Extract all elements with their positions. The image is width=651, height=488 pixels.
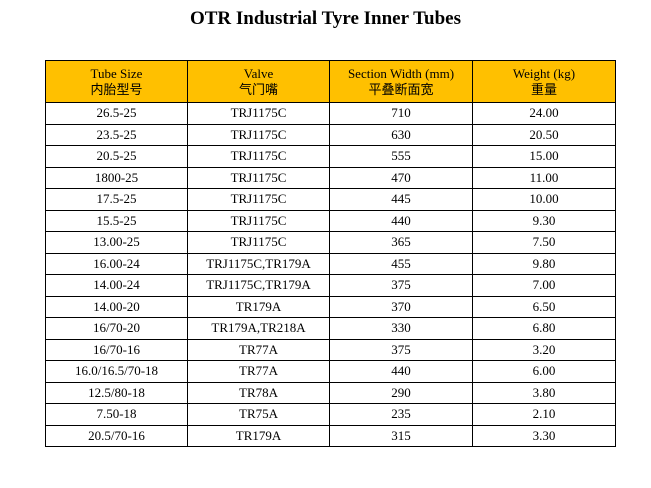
- cell-weight: 10.00: [472, 188, 616, 211]
- table-row: 14.00-24 TRJ1175C,TR179A 375 7.00: [45, 274, 616, 297]
- cell-tube-size: 16.00-24: [45, 252, 188, 275]
- cell-weight: 15.00: [472, 145, 616, 168]
- cell-section-width: 375: [329, 274, 473, 297]
- cell-tube-size: 16/70-20: [45, 317, 188, 340]
- cell-tube-size: 20.5/70-16: [45, 424, 188, 447]
- header-section-width: Section Width (mm) 平叠断面宽: [329, 60, 473, 103]
- cell-weight: 9.80: [472, 252, 616, 275]
- cell-section-width: 710: [329, 102, 473, 125]
- cell-section-width: 370: [329, 295, 473, 318]
- cell-valve: TR78A: [187, 381, 330, 404]
- cell-weight: 7.00: [472, 274, 616, 297]
- cell-weight: 3.80: [472, 381, 616, 404]
- table-row: 16/70-20 TR179A,TR218A 330 6.80: [45, 317, 616, 340]
- inner-tube-spec-table: Tube Size 内胎型号 Valve 气门嘴 Section Width (…: [45, 60, 616, 447]
- cell-section-width: 440: [329, 209, 473, 232]
- table-row: 20.5/70-16 TR179A 315 3.30: [45, 424, 616, 447]
- cell-section-width: 445: [329, 188, 473, 211]
- cell-tube-size: 16/70-16: [45, 338, 188, 361]
- cell-valve: TRJ1175C,TR179A: [187, 274, 330, 297]
- cell-section-width: 470: [329, 166, 473, 189]
- cell-weight: 24.00: [472, 102, 616, 125]
- table-row: 26.5-25 TRJ1175C 710 24.00: [45, 102, 616, 125]
- cell-tube-size: 23.5-25: [45, 123, 188, 146]
- cell-weight: 20.50: [472, 123, 616, 146]
- cell-section-width: 555: [329, 145, 473, 168]
- cell-section-width: 440: [329, 360, 473, 383]
- table-row: 13.00-25 TRJ1175C 365 7.50: [45, 231, 616, 254]
- cell-tube-size: 7.50-18: [45, 403, 188, 426]
- header-valve-en: Valve: [243, 65, 274, 81]
- cell-weight: 3.30: [472, 424, 616, 447]
- page-title: OTR Industrial Tyre Inner Tubes: [189, 8, 462, 29]
- cell-section-width: 315: [329, 424, 473, 447]
- cell-section-width: 330: [329, 317, 473, 340]
- cell-valve: TRJ1175C: [187, 102, 330, 125]
- cell-valve: TRJ1175C: [187, 188, 330, 211]
- cell-section-width: 290: [329, 381, 473, 404]
- cell-tube-size: 17.5-25: [45, 188, 188, 211]
- cell-valve: TR179A: [187, 295, 330, 318]
- cell-tube-size: 15.5-25: [45, 209, 188, 232]
- cell-weight: 2.10: [472, 403, 616, 426]
- table-row: 16.0/16.5/70-18 TR77A 440 6.00: [45, 360, 616, 383]
- cell-tube-size: 1800-25: [45, 166, 188, 189]
- header-section-width-cn: 平叠断面宽: [368, 82, 434, 98]
- cell-weight: 11.00: [472, 166, 616, 189]
- cell-valve: TR77A: [187, 338, 330, 361]
- cell-section-width: 375: [329, 338, 473, 361]
- cell-weight: 6.80: [472, 317, 616, 340]
- table-row: 20.5-25 TRJ1175C 555 15.00: [45, 145, 616, 168]
- header-tube-size-en: Tube Size: [90, 65, 143, 81]
- cell-section-width: 235: [329, 403, 473, 426]
- cell-tube-size: 13.00-25: [45, 231, 188, 254]
- cell-valve: TR77A: [187, 360, 330, 383]
- cell-valve: TRJ1175C: [187, 209, 330, 232]
- header-valve-cn: 气门嘴: [238, 82, 278, 98]
- table-row: 16/70-16 TR77A 375 3.20: [45, 338, 616, 361]
- table-row: 23.5-25 TRJ1175C 630 20.50: [45, 123, 616, 146]
- cell-valve: TRJ1175C: [187, 231, 330, 254]
- cell-valve: TRJ1175C: [187, 123, 330, 146]
- cell-valve: TR179A: [187, 424, 330, 447]
- cell-valve: TRJ1175C: [187, 166, 330, 189]
- table-row: 14.00-20 TR179A 370 6.50: [45, 295, 616, 318]
- cell-section-width: 630: [329, 123, 473, 146]
- cell-weight: 6.50: [472, 295, 616, 318]
- cell-tube-size: 20.5-25: [45, 145, 188, 168]
- table-row: 7.50-18 TR75A 235 2.10: [45, 403, 616, 426]
- header-tube-size-cn: 内胎型号: [90, 82, 143, 98]
- cell-valve: TRJ1175C,TR179A: [187, 252, 330, 275]
- header-section-width-en: Section Width (mm): [347, 65, 455, 81]
- table-row: 17.5-25 TRJ1175C 445 10.00: [45, 188, 616, 211]
- cell-tube-size: 16.0/16.5/70-18: [45, 360, 188, 383]
- cell-section-width: 455: [329, 252, 473, 275]
- table-row: 16.00-24 TRJ1175C,TR179A 455 9.80: [45, 252, 616, 275]
- table-row: 15.5-25 TRJ1175C 440 9.30: [45, 209, 616, 232]
- cell-section-width: 365: [329, 231, 473, 254]
- cell-valve: TR179A,TR218A: [187, 317, 330, 340]
- cell-weight: 3.20: [472, 338, 616, 361]
- table-header-row: Tube Size 内胎型号 Valve 气门嘴 Section Width (…: [45, 60, 616, 103]
- header-valve: Valve 气门嘴: [187, 60, 330, 103]
- cell-tube-size: 14.00-24: [45, 274, 188, 297]
- cell-tube-size: 12.5/80-18: [45, 381, 188, 404]
- header-weight: Weight (kg) 重量: [472, 60, 616, 103]
- table-row: 1800-25 TRJ1175C 470 11.00: [45, 166, 616, 189]
- cell-valve: TRJ1175C: [187, 145, 330, 168]
- cell-weight: 9.30: [472, 209, 616, 232]
- cell-weight: 6.00: [472, 360, 616, 383]
- cell-weight: 7.50: [472, 231, 616, 254]
- cell-tube-size: 14.00-20: [45, 295, 188, 318]
- header-weight-cn: 重量: [530, 82, 557, 98]
- header-tube-size: Tube Size 内胎型号: [45, 60, 188, 103]
- cell-valve: TR75A: [187, 403, 330, 426]
- cell-tube-size: 26.5-25: [45, 102, 188, 125]
- table-row: 12.5/80-18 TR78A 290 3.80: [45, 381, 616, 404]
- header-weight-en: Weight (kg): [512, 65, 576, 81]
